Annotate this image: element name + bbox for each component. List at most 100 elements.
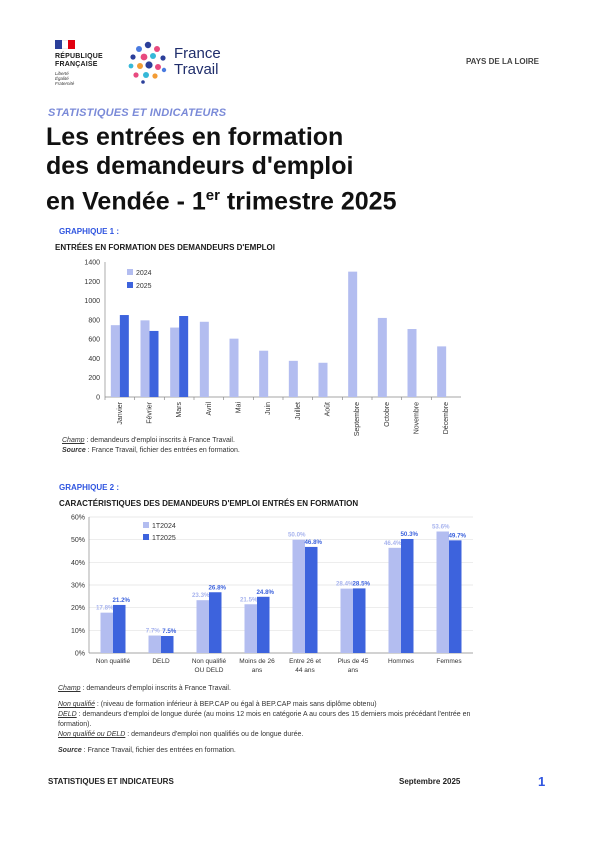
legend-label: 2024 xyxy=(136,270,152,277)
x-tick-label: Femmes xyxy=(436,658,462,665)
legend-swatch-1T2024 xyxy=(143,522,149,528)
x-tick-label: Moins de 26 xyxy=(239,658,275,665)
x-tick-label: Juin xyxy=(265,402,272,415)
data-label: 26.8% xyxy=(208,584,226,591)
bar-2024 xyxy=(318,362,328,397)
graph2-chart: 0% 10% 20% 30% 40% 50% 60% 17.8%21.2% Non qualif… xyxy=(71,515,473,674)
graph1-chart: 0 200 400 600 800 1000 1200 1400 Janvier Février M… xyxy=(84,260,461,436)
y-tick-label: 0 xyxy=(96,395,100,402)
x-tick-label: Avril xyxy=(206,402,213,416)
bar-2025 xyxy=(179,316,189,397)
x-tick-label: Août xyxy=(325,402,332,416)
page-title: Les entrées en formation des demandeurs … xyxy=(46,123,397,216)
bar-1T2025 xyxy=(209,592,222,653)
data-label: 49.7% xyxy=(448,532,466,539)
france-travail-logo: France Travail xyxy=(126,40,236,84)
y-tick-label: 600 xyxy=(88,337,100,344)
x-tick-label: Non qualifié xyxy=(96,658,131,665)
bar-2024 xyxy=(110,325,120,397)
x-tick-label: ans xyxy=(348,667,359,674)
data-label: 28.4% xyxy=(336,581,354,588)
graph2-notes: Champ : demandeurs d'emploi inscrits à F… xyxy=(58,685,471,754)
data-label: 46.4% xyxy=(384,540,402,547)
bar-1T2025 xyxy=(401,538,414,653)
data-label: 7.7% xyxy=(146,628,161,635)
data-label: 28.5% xyxy=(352,580,370,587)
france-travail-dots-icon xyxy=(128,41,167,84)
x-tick-label: Entre 26 et xyxy=(289,658,321,665)
bar-1T2024 xyxy=(292,539,305,653)
x-tick-label: Février xyxy=(147,401,154,423)
x-tick-label: Septembre xyxy=(354,402,361,436)
bar-2025 xyxy=(119,315,129,397)
bar-2024 xyxy=(348,271,358,397)
legend-label: 2025 xyxy=(136,283,152,290)
bar-1T2024 xyxy=(100,612,113,653)
y-tick-label: 200 xyxy=(88,375,100,382)
y-tick-label: 1000 xyxy=(84,298,100,305)
france-travail-wordmark: France Travail xyxy=(174,45,221,78)
data-label: 50.3% xyxy=(400,531,418,538)
y-tick-label: 40% xyxy=(71,560,85,567)
bar-1T2025 xyxy=(305,546,318,653)
legend-label: 1T2024 xyxy=(152,523,176,530)
legend-swatch-2025 xyxy=(127,282,133,288)
graph2-label: GRAPHIQUE 2 : xyxy=(59,483,120,492)
bar-1T2024 xyxy=(340,588,353,653)
republique-motto: Liberté Égalité Fraternité xyxy=(55,71,75,86)
y-tick-label: 0% xyxy=(75,651,85,658)
bar-1T2024 xyxy=(244,604,257,653)
x-tick-label: Plus de 45 xyxy=(338,658,369,665)
bar-1T2024 xyxy=(196,600,209,653)
data-label: 46.8% xyxy=(304,539,322,546)
x-tick-label: Mars xyxy=(176,402,183,418)
y-tick-label: 1200 xyxy=(84,279,100,286)
republique-line2: FRANÇAISE xyxy=(55,61,98,68)
x-tick-label: DELD xyxy=(152,658,170,665)
bar-1T2025 xyxy=(449,540,462,653)
y-tick-label: 10% xyxy=(71,628,85,635)
data-label: 23.3% xyxy=(192,592,210,599)
bar-1T2024 xyxy=(148,635,161,653)
x-tick-label: Novembre xyxy=(414,402,421,434)
legend-swatch-1T2025 xyxy=(143,534,149,540)
legend-swatch-2024 xyxy=(127,269,133,275)
bar-1T2024 xyxy=(388,547,401,653)
data-label: 7.5% xyxy=(162,628,177,635)
x-tick-label: Juillet xyxy=(295,402,302,420)
x-tick-label: Mai xyxy=(236,402,243,414)
x-tick-label: OU DELD xyxy=(195,667,224,674)
footer-date: Septembre 2025 xyxy=(399,777,461,786)
flag-icon xyxy=(55,40,76,49)
bar-2024 xyxy=(407,329,417,397)
republique-francaise-logo: RÉPUBLIQUE FRANÇAISE Liberté Égalité Fra… xyxy=(55,40,117,86)
y-tick-label: 50% xyxy=(71,537,85,544)
bar-2024 xyxy=(199,321,209,397)
bar-2024 xyxy=(229,338,239,397)
bar-2025 xyxy=(149,330,159,397)
republique-line1: RÉPUBLIQUE xyxy=(55,53,103,60)
x-tick-label: 44 ans xyxy=(295,667,315,674)
x-tick-label: Non qualifié xyxy=(192,658,227,665)
bar-1T2024 xyxy=(436,531,449,653)
y-tick-label: 400 xyxy=(88,356,100,363)
bar-1T2025 xyxy=(257,596,270,653)
y-tick-label: 20% xyxy=(71,605,85,612)
y-tick-label: 30% xyxy=(71,583,85,590)
bar-1T2025 xyxy=(161,636,174,653)
data-label: 24.8% xyxy=(256,589,274,596)
x-tick-label: Octobre xyxy=(384,402,391,427)
bar-2024 xyxy=(140,320,150,397)
bar-2024 xyxy=(377,317,387,397)
legend-label: 1T2025 xyxy=(152,535,176,542)
graph1-title: ENTRÉES EN FORMATION DES DEMANDEURS D'EM… xyxy=(55,243,275,252)
data-label: 21.5% xyxy=(240,596,258,603)
bar-1T2025 xyxy=(353,588,366,653)
x-tick-label: ans xyxy=(252,667,263,674)
bar-2024 xyxy=(170,327,180,397)
data-label: 50.0% xyxy=(288,532,306,539)
kicker: STATISTIQUES ET INDICATEURS xyxy=(48,107,227,119)
data-label: 17.8% xyxy=(96,605,114,612)
x-tick-label: Décembre xyxy=(443,402,450,434)
bar-2024 xyxy=(288,360,298,397)
